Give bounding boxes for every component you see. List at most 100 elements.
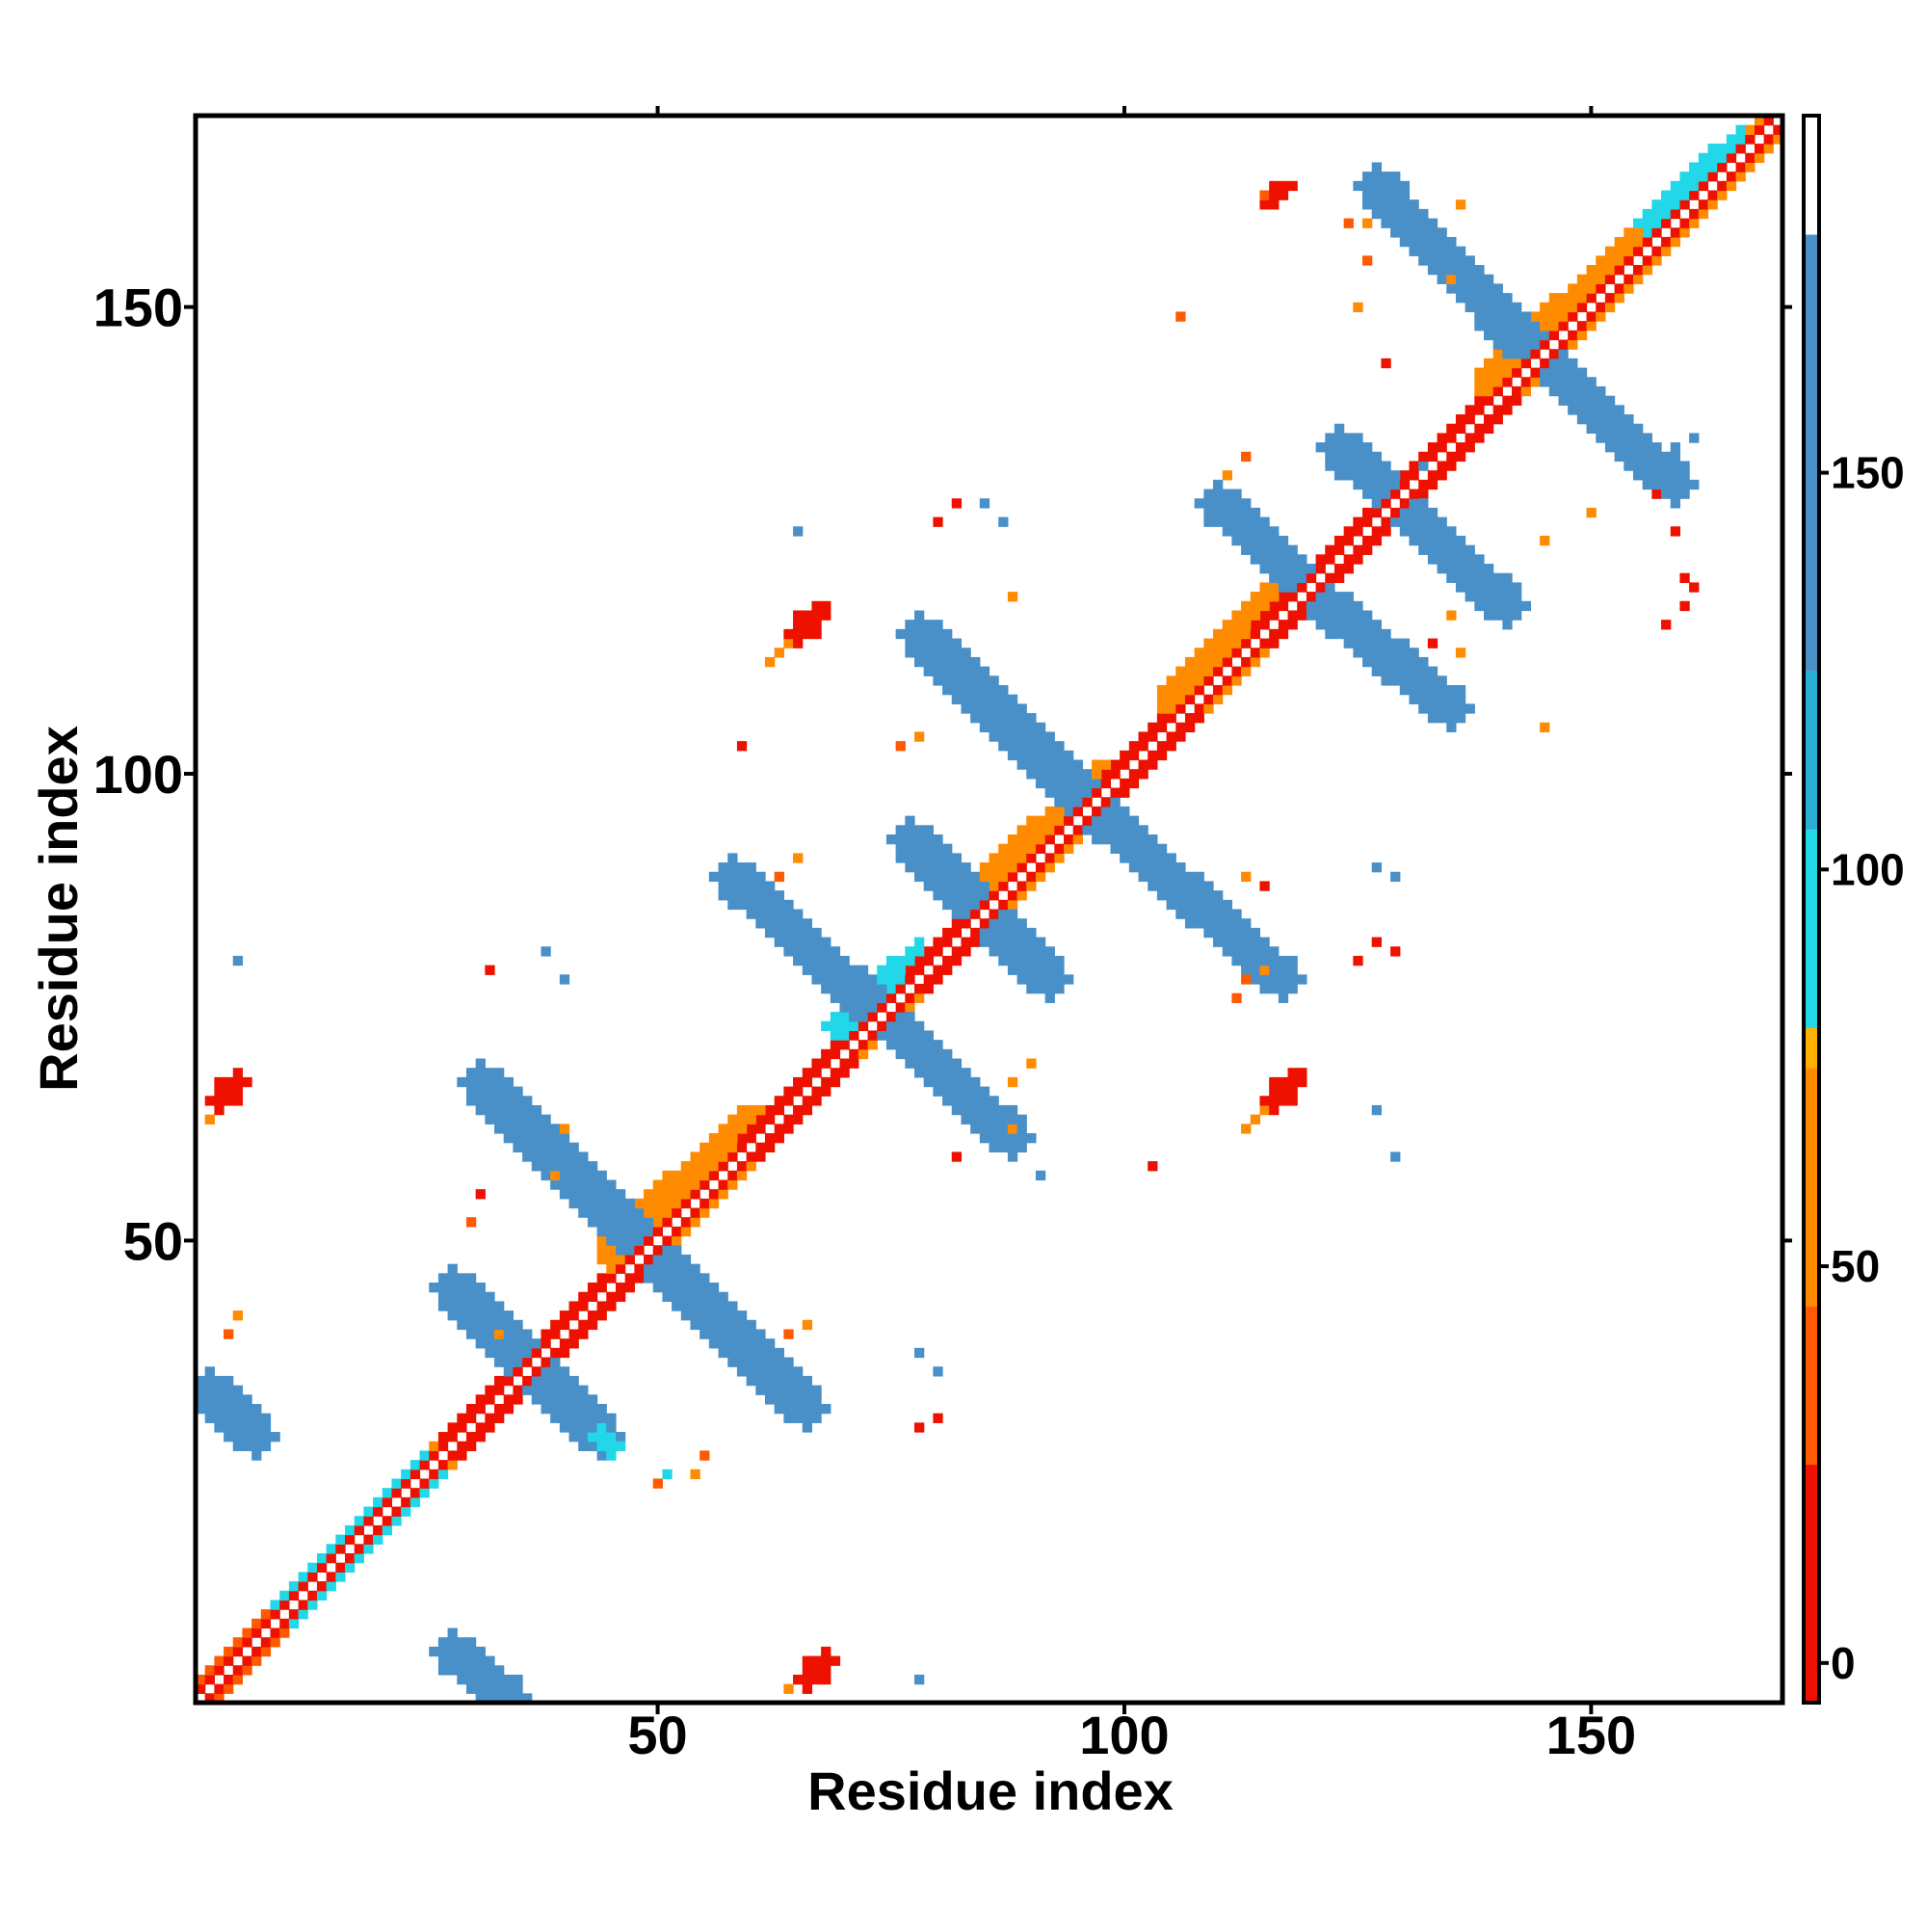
- heatmap-cell: [1287, 610, 1298, 621]
- heatmap-cell: [1586, 395, 1597, 406]
- heatmap-cell: [596, 1441, 607, 1452]
- heatmap-cell: [1576, 283, 1588, 294]
- heatmap-cell: [1016, 862, 1027, 873]
- heatmap-cell: [1054, 965, 1065, 975]
- heatmap-cell: [1241, 526, 1252, 537]
- heatmap-cell: [1540, 321, 1550, 331]
- heatmap-cell: [1427, 684, 1439, 696]
- heatmap-cell: [373, 1496, 383, 1508]
- heatmap-cell: [1427, 218, 1439, 228]
- heatmap-cell: [1120, 815, 1130, 826]
- heatmap-cell: [1194, 918, 1204, 929]
- heatmap-cell: [1512, 330, 1522, 341]
- heatmap-cell: [690, 1217, 700, 1228]
- heatmap-cell: [1306, 600, 1317, 612]
- heatmap-cell: [513, 1319, 523, 1331]
- heatmap-cell: [755, 918, 766, 929]
- heatmap-cell: [1483, 367, 1494, 378]
- heatmap-cell: [447, 1273, 458, 1284]
- colorbar-band: [1806, 234, 1817, 672]
- heatmap-cell: [1175, 675, 1186, 686]
- heatmap-cell: [989, 946, 999, 957]
- heatmap-cell: [1194, 648, 1204, 658]
- heatmap-cell: [793, 853, 804, 863]
- heatmap-cell: [1455, 554, 1466, 565]
- heatmap-cell: [401, 1478, 411, 1489]
- heatmap-cell: [1446, 564, 1457, 574]
- heatmap-cell: [1175, 871, 1186, 883]
- heatmap-cell: [1016, 955, 1027, 966]
- heatmap-cell: [644, 1189, 654, 1200]
- heatmap-cell: [1520, 600, 1532, 612]
- heatmap-cell: [1623, 283, 1634, 294]
- heatmap-cell: [1325, 620, 1335, 630]
- heatmap-cell: [1614, 246, 1624, 256]
- heatmap-cell: [1371, 638, 1383, 648]
- heatmap-cell: [1632, 433, 1644, 443]
- heatmap-cell: [1044, 825, 1055, 835]
- heatmap-cell: [1698, 162, 1709, 172]
- heatmap-cell: [465, 1068, 477, 1078]
- heatmap-cell: [1166, 694, 1176, 704]
- heatmap-cell: [1297, 582, 1307, 593]
- heatmap-cell: [942, 1076, 953, 1088]
- heatmap-cell: [1540, 722, 1550, 733]
- heatmap-cell: [1250, 955, 1261, 966]
- heatmap-cell: [1596, 311, 1606, 322]
- heatmap-cell: [568, 1422, 579, 1433]
- heatmap-cell: [905, 825, 915, 835]
- heatmap-cell: [821, 1655, 832, 1666]
- heatmap-cell: [1381, 648, 1391, 658]
- heatmap-cell: [933, 628, 943, 640]
- heatmap-cell: [895, 984, 906, 994]
- heatmap-cell: [531, 1133, 542, 1144]
- heatmap-cell: [718, 1301, 728, 1311]
- heatmap-cell: [1156, 890, 1168, 901]
- heatmap-cell: [1166, 890, 1176, 901]
- heatmap-cell: [196, 1674, 206, 1685]
- heatmap-cell: [232, 955, 244, 966]
- heatmap-cell: [232, 1432, 244, 1442]
- heatmap-cell: [1026, 937, 1037, 947]
- heatmap-cell: [1213, 927, 1224, 939]
- heatmap-cell: [680, 1179, 692, 1190]
- heatmap-cell: [942, 881, 953, 891]
- heatmap-cell: [1427, 675, 1439, 686]
- heatmap-cell: [615, 1291, 626, 1303]
- heatmap-cell: [1016, 1133, 1027, 1144]
- heatmap-cell: [867, 1030, 878, 1041]
- heatmap-cell: [214, 1076, 224, 1088]
- heatmap-cell: [793, 937, 804, 947]
- heatmap-cell: [885, 1020, 897, 1032]
- heatmap-cell: [802, 1076, 813, 1088]
- heatmap-cell: [951, 853, 963, 863]
- heatmap-cell: [606, 1273, 617, 1284]
- heatmap-cell: [587, 1310, 598, 1321]
- heatmap-cell: [821, 974, 832, 985]
- heatmap-cell: [877, 974, 887, 985]
- heatmap-cell: [1670, 526, 1681, 537]
- heatmap-cell: [465, 1283, 477, 1293]
- heatmap-cell: [1512, 385, 1522, 397]
- heatmap-cell: [1120, 834, 1130, 845]
- heatmap-cell: [1642, 265, 1652, 276]
- heatmap-cell: [1455, 274, 1466, 284]
- heatmap-cell: [550, 1375, 561, 1387]
- heatmap-cell: [989, 890, 999, 901]
- heatmap-cell: [923, 656, 934, 668]
- heatmap-cell: [923, 648, 934, 658]
- heatmap-cell: [1568, 311, 1578, 322]
- heatmap-cell: [1418, 461, 1429, 471]
- heatmap-cell: [1427, 694, 1439, 704]
- heatmap-cell: [1642, 479, 1652, 490]
- heatmap-cell: [1343, 638, 1354, 648]
- heatmap-cell: [1596, 405, 1606, 415]
- heatmap-cell: [979, 1133, 990, 1144]
- heatmap-cell: [1092, 759, 1102, 770]
- heatmap-cell: [1156, 741, 1168, 752]
- heatmap-cell: [1064, 843, 1074, 854]
- heatmap-cell: [979, 918, 990, 929]
- heatmap-cell: [419, 1450, 430, 1461]
- heatmap-cell: [1035, 965, 1046, 975]
- heatmap-cell: [802, 1375, 813, 1387]
